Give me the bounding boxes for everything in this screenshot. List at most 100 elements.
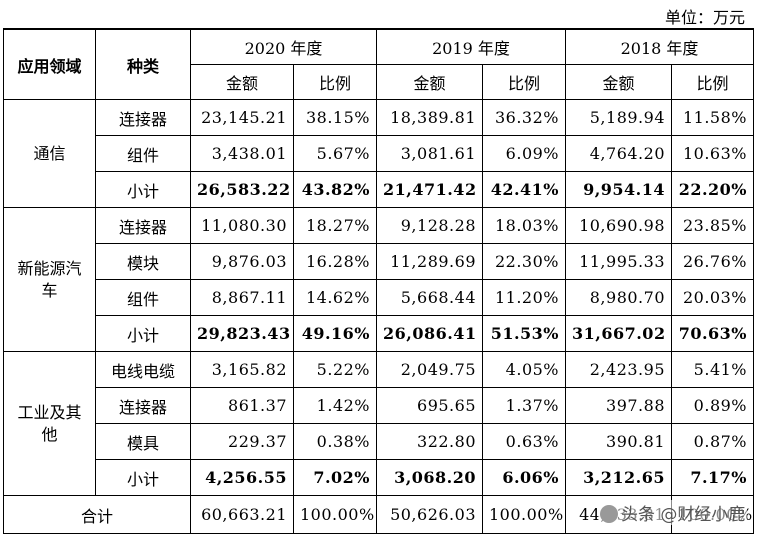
ratio-cell: 23.85% xyxy=(671,207,754,244)
subtotal-row: 小计 26,583.22 43.82% 21,471.42 42.41% 9,954.14… xyxy=(4,171,754,208)
field-cell: 新能源汽车 xyxy=(3,207,96,352)
table-row: 模块 9,876.03 16.28% 11,289.69 22.30% 11,995.33… xyxy=(4,243,754,280)
amount-cell: 21,471.42 xyxy=(376,171,483,208)
type-cell: 小计 xyxy=(95,459,191,496)
amount-cell: 4,256.55 xyxy=(190,459,294,496)
ratio-cell: 49.16% xyxy=(293,315,377,352)
ratio-cell: 5.22% xyxy=(293,351,377,388)
ratio-cell: 43.82% xyxy=(293,171,377,208)
ratio-cell: 0.87% xyxy=(671,423,754,460)
ratio-cell: 20.03% xyxy=(671,279,754,316)
ratio-cell: 51.53% xyxy=(482,315,566,352)
header-field: 应用领域 xyxy=(3,28,96,100)
amount-cell: 11,289.69 xyxy=(376,243,483,280)
table-row: 新能源汽车 连接器 11,080.30 18.27% 9,128.28 18.03% 10,… xyxy=(3,207,754,352)
ratio-cell: 0.63% xyxy=(482,423,566,460)
table-row: 组件 8,867.11 14.62% 5,668.44 11.20% 8,980.70 20… xyxy=(4,279,754,316)
ratio-cell: 22.20% xyxy=(671,171,754,208)
type-cell: 模具 xyxy=(95,423,191,460)
ratio-cell: 6.09% xyxy=(482,135,566,172)
header-amount: 金额 xyxy=(190,64,294,100)
ratio-cell: 18.03% xyxy=(482,207,566,244)
total-amount-cell: 60,663.21 xyxy=(190,495,294,534)
ratio-cell: 14.62% xyxy=(293,279,377,316)
amount-cell: 3,068.20 xyxy=(376,459,483,496)
unit-label: 单位：万元 xyxy=(664,8,745,27)
type-cell: 连接器 xyxy=(95,387,191,424)
ratio-cell: 10.63% xyxy=(671,135,754,172)
ratio-cell: 5.67% xyxy=(293,135,377,172)
header-type: 种类 xyxy=(95,28,191,100)
ratio-cell: 0.89% xyxy=(671,387,754,424)
amount-cell: 11,995.33 xyxy=(565,243,672,280)
watermark-logo-icon xyxy=(600,505,618,523)
ratio-cell: 0.38% xyxy=(293,423,377,460)
header-year-2018: 2018 年度 xyxy=(565,28,754,65)
amount-cell: 397.88 xyxy=(565,387,672,424)
amount-cell: 229.37 xyxy=(190,423,294,460)
amount-cell: 322.80 xyxy=(376,423,483,460)
header-amount: 金额 xyxy=(376,64,483,100)
ratio-cell: 70.63% xyxy=(671,315,754,352)
ratio-cell: 36.32% xyxy=(482,99,566,136)
subtotal-row: 小计 29,823.43 49.16% 26,086.41 51.53% 31,667.0… xyxy=(4,315,754,352)
header-row-metrics: 金额 比例 金额 比例 金额 比例 xyxy=(4,64,754,100)
ratio-cell: 7.17% xyxy=(671,459,754,496)
header-year-2020: 2020 年度 xyxy=(190,28,377,65)
amount-cell: 695.65 xyxy=(376,387,483,424)
amount-cell: 3,438.01 xyxy=(190,135,294,172)
type-cell: 小计 xyxy=(95,315,191,352)
table-row: 工业及其他 电线电缆 3,165.82 5.22% 2,049.75 4.05% 2,423… xyxy=(3,351,754,496)
amount-cell: 9,128.28 xyxy=(376,207,483,244)
revenue-by-field-table: 应用领域 种类 2020 年度 2019 年度 2018 年度 金额 比例 金额… xyxy=(3,28,754,534)
header-ratio: 比例 xyxy=(671,64,754,100)
amount-cell: 2,423.95 xyxy=(565,351,672,388)
amount-cell: 5,189.94 xyxy=(565,99,672,136)
ratio-cell: 22.30% xyxy=(482,243,566,280)
ratio-cell: 1.42% xyxy=(293,387,377,424)
total-label: 合计 xyxy=(3,495,191,534)
total-amount-cell: 50,626.03 xyxy=(376,495,483,534)
amount-cell: 9,954.14 xyxy=(565,171,672,208)
header-year-2019: 2019 年度 xyxy=(376,28,566,65)
ratio-cell: 6.06% xyxy=(482,459,566,496)
type-cell: 组件 xyxy=(95,279,191,316)
field-cell: 通信 xyxy=(3,99,96,208)
field-cell: 工业及其他 xyxy=(3,351,96,496)
amount-cell: 26,583.22 xyxy=(190,171,294,208)
ratio-cell: 38.15% xyxy=(293,99,377,136)
amount-cell: 5,668.44 xyxy=(376,279,483,316)
ratio-cell: 7.02% xyxy=(293,459,377,496)
table-row: 通信 连接器 23,145.21 38.15% 18,389.81 36.32% 5,189… xyxy=(3,99,754,208)
amount-cell: 29,823.43 xyxy=(190,315,294,352)
header-ratio: 比例 xyxy=(482,64,566,100)
table-row: 模具 229.37 0.38% 322.80 0.63% 390.81 0.87% xyxy=(4,423,754,460)
total-ratio-cell: 100.00% xyxy=(293,495,377,534)
ratio-cell: 11.20% xyxy=(482,279,566,316)
ratio-cell: 11.58% xyxy=(671,99,754,136)
amount-cell: 3,081.61 xyxy=(376,135,483,172)
type-cell: 组件 xyxy=(95,135,191,172)
amount-cell: 390.81 xyxy=(565,423,672,460)
ratio-cell: 26.76% xyxy=(671,243,754,280)
ratio-cell: 16.28% xyxy=(293,243,377,280)
table-row: 组件 3,438.01 5.67% 3,081.61 6.09% 4,764.20 10.6… xyxy=(4,135,754,172)
subtotal-row: 小计 4,256.55 7.02% 3,068.20 6.06% 3,212.65 7.17… xyxy=(4,459,754,496)
amount-cell: 23,145.21 xyxy=(190,99,294,136)
ratio-cell: 18.27% xyxy=(293,207,377,244)
ratio-cell: 42.41% xyxy=(482,171,566,208)
amount-cell: 11,080.30 xyxy=(190,207,294,244)
type-cell: 小计 xyxy=(95,171,191,208)
header-ratio: 比例 xyxy=(293,64,377,100)
amount-cell: 2,049.75 xyxy=(376,351,483,388)
total-ratio-cell: 100.00% xyxy=(482,495,566,534)
amount-cell: 26,086.41 xyxy=(376,315,483,352)
header-amount: 金额 xyxy=(565,64,672,100)
amount-cell: 8,980.70 xyxy=(565,279,672,316)
ratio-cell: 4.05% xyxy=(482,351,566,388)
amount-cell: 3,165.82 xyxy=(190,351,294,388)
ratio-cell: 5.41% xyxy=(671,351,754,388)
amount-cell: 4,764.20 xyxy=(565,135,672,172)
ratio-cell: 1.37% xyxy=(482,387,566,424)
header-row-years: 应用领域 种类 2020 年度 2019 年度 2018 年度 xyxy=(3,28,754,100)
